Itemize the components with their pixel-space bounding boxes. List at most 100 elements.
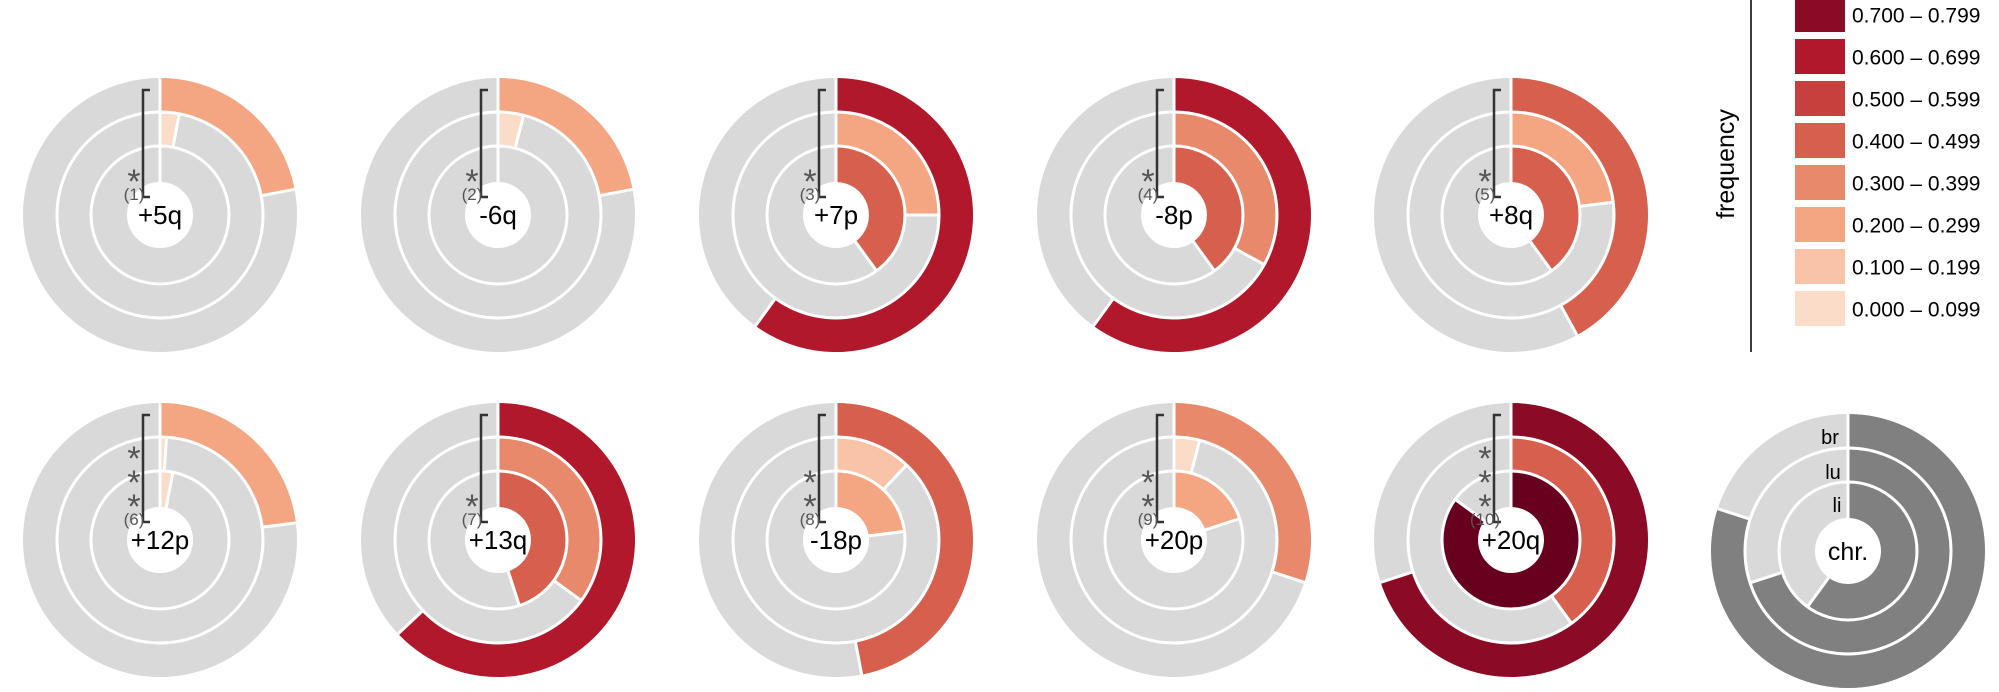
donut-6-ring-li-segment: [160, 471, 173, 508]
donut-10: ***(10)+20q: [1374, 403, 1649, 677]
aberration-label: +12p: [131, 525, 190, 555]
segment-end-line: [1550, 594, 1573, 625]
segment-end-line: [162, 437, 168, 472]
legend-swatch: [1795, 207, 1845, 242]
donut-8-ring-li-segment: [836, 471, 905, 536]
donut-3-ring-br-segment: [755, 78, 974, 352]
significance-bracket: [479, 413, 488, 524]
significance-bracket: [141, 413, 150, 524]
donut-5-ring-li-segment: [1511, 146, 1580, 271]
segment-end-line: [853, 640, 864, 675]
significance-star: *: [1478, 163, 1491, 201]
donut-9-ring-br-segment: [1174, 403, 1311, 583]
donut-3: *(3)+7p: [699, 78, 974, 352]
donut-8: **(8)-18p: [699, 403, 973, 677]
segment-end-line: [171, 113, 181, 148]
segment-end-line: [1271, 570, 1305, 584]
reference-donut: br lu li chr.: [1711, 414, 1986, 688]
segment-end-line: [1559, 304, 1579, 336]
aberration-label: -8p: [1155, 200, 1193, 230]
donut-7-ring-lu-segment: [498, 437, 601, 601]
donut-8-ring-br-segment: [836, 403, 973, 675]
legend-swatch: [1795, 249, 1845, 284]
donut-4-ring-br-segment: [1093, 78, 1311, 352]
significance-bracket: [817, 413, 826, 524]
significance-star: *: [1141, 464, 1154, 502]
legend-entry-label: 0.200 – 0.299: [1852, 215, 1980, 238]
segment-end-line: [1192, 240, 1216, 272]
frequency-legend: frequency 0.700 – 0.799 0.600 – 0.699 0.50…: [1712, 0, 1980, 352]
segment-end-line: [854, 240, 878, 272]
segment-end-line: [868, 529, 905, 538]
donut-6-ring-br-segment: [160, 403, 296, 528]
segment-end-line: [1380, 570, 1414, 584]
significance-star: *: [1141, 163, 1154, 201]
aberration-index: (6): [124, 510, 145, 529]
significance-star: *: [803, 488, 816, 526]
significance-star: *: [1478, 488, 1491, 526]
legend-entry-label: 0.600 – 0.699: [1852, 47, 1980, 70]
segment-end-line: [1454, 498, 1486, 522]
aberration-index: (9): [1138, 510, 1159, 529]
significance-bracket: [141, 88, 150, 199]
donut-5-ring-br-segment: [1511, 78, 1648, 336]
aberration-label: +20p: [1145, 525, 1204, 555]
aberration-index: (3): [800, 185, 821, 204]
significance-star: *: [127, 488, 140, 526]
legend-entry-label: 0.100 – 0.199: [1852, 257, 1980, 280]
segment-end-line: [882, 463, 908, 491]
segment-end-line: [1189, 439, 1202, 474]
legend-title: frequency: [1712, 109, 1740, 219]
legend-entry-label: 0.300 – 0.399: [1852, 173, 1980, 196]
segment-end-line: [1204, 517, 1241, 532]
significance-star: *: [803, 464, 816, 502]
significance-star: *: [1478, 464, 1491, 502]
legend-entry-label: 0.700 – 0.799: [1852, 5, 1980, 28]
significance-star: *: [1478, 440, 1491, 478]
aberration-index: (5): [1475, 185, 1496, 204]
segment-end-line: [164, 471, 175, 508]
reference-ring-label-lu: lu: [1825, 462, 1841, 484]
donut-grid: *(1)+5q*(2)-6q*(3)+7p*(4)-8p*(5)+8q***(6…: [23, 78, 1649, 677]
segment-end-line: [1579, 200, 1614, 208]
donut-7: *(7)+13q: [361, 403, 635, 677]
significance-star: *: [127, 163, 140, 201]
aberration-index: (7): [462, 510, 483, 529]
donut-4-ring-li-segment: [1174, 146, 1243, 271]
donut-4: *(4)-8p: [1037, 78, 1311, 352]
donut-5-ring-lu-segment: [1511, 112, 1614, 207]
significance-star: *: [803, 163, 816, 201]
significance-bracket: [817, 88, 826, 199]
donut-5: *(5)+8q: [1374, 78, 1648, 352]
legend-entry-label: 0.400 – 0.499: [1852, 131, 1980, 154]
segment-end-line: [513, 114, 526, 149]
donut-10-ring-li-segment: [1442, 471, 1580, 609]
significance-star: *: [465, 163, 478, 201]
donut-6: ***(6)+12p: [23, 403, 297, 677]
donut-7-ring-li-segment: [498, 471, 568, 606]
donut-1: *(1)+5q: [23, 78, 297, 352]
donut-3-ring-lu-segment: [836, 112, 939, 215]
legend-swatch: [1795, 81, 1845, 116]
significance-bracket: [479, 88, 488, 199]
donut-10-ring-lu-segment: [1511, 437, 1614, 624]
segment-end-line: [1717, 507, 1751, 521]
segment-end-line: [598, 187, 633, 198]
donut-9: **(9)+20p: [1037, 403, 1311, 677]
segment-end-line: [552, 579, 583, 602]
reference-ring-li-segment: [1807, 482, 1917, 620]
aberration-label: +20q: [1482, 525, 1541, 555]
donut-3-ring-li-segment: [836, 146, 906, 271]
segment-end-line: [506, 570, 521, 607]
donut-2: *(2)-6q: [361, 78, 635, 352]
significance-star: *: [127, 464, 140, 502]
segment-end-line: [397, 609, 424, 635]
segment-end-line: [261, 521, 297, 529]
significance-bracket: [1492, 88, 1501, 199]
legend-entry-label: 0.000 – 0.099: [1852, 299, 1980, 322]
aberration-label: +7p: [814, 200, 858, 230]
segment-end-line: [1233, 246, 1265, 266]
significance-bracket: [1492, 413, 1501, 524]
segment-end-line: [754, 297, 777, 327]
